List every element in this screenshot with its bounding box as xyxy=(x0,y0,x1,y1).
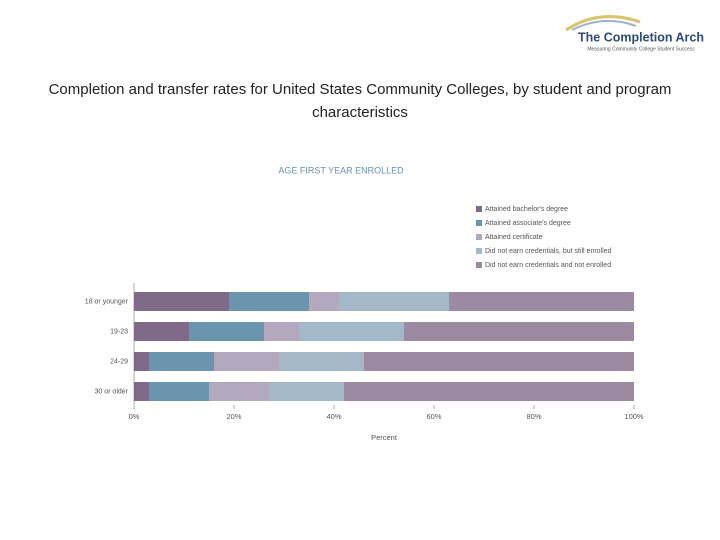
bar-segment xyxy=(309,292,339,311)
legend-label: Did not earn credentials and not enrolle… xyxy=(485,262,611,269)
x-tick-label: 20% xyxy=(226,412,241,421)
bar-segment xyxy=(404,322,634,341)
bar-segment xyxy=(149,382,209,401)
bar-segment xyxy=(214,352,279,371)
legend-label: Attained associate's degree xyxy=(485,220,571,227)
logo-arc xyxy=(565,15,641,32)
legend-label: Attained bachelor's degree xyxy=(485,206,568,213)
legend-label: Attained certificate xyxy=(485,234,543,241)
bar-segment xyxy=(229,292,309,311)
y-tick-label: 24-29 xyxy=(110,358,128,365)
legend-label: Did not earn credentials, but still enro… xyxy=(485,248,612,255)
bar-segment xyxy=(449,292,634,311)
bar-segment xyxy=(269,382,344,401)
legend-swatch xyxy=(476,234,482,240)
bar-segment xyxy=(134,352,149,371)
bar-segment xyxy=(189,322,264,341)
logo-arc xyxy=(571,19,637,31)
bar-segment xyxy=(364,352,634,371)
bar-segment xyxy=(264,322,299,341)
bar-segment xyxy=(134,382,149,401)
x-tick-label: 80% xyxy=(526,412,541,421)
bar-segment xyxy=(299,322,404,341)
x-tick-label: 60% xyxy=(426,412,441,421)
bar-segment xyxy=(344,382,634,401)
legend-swatch xyxy=(476,206,482,212)
x-tick-label: 40% xyxy=(326,412,341,421)
bar-segment xyxy=(339,292,449,311)
bar-segment xyxy=(134,322,189,341)
logo-subtitle: Measuring Community College Student Succ… xyxy=(587,46,695,52)
bar-segment xyxy=(279,352,364,371)
bar-segment xyxy=(149,352,214,371)
bar-segment xyxy=(209,382,269,401)
y-tick-label: 30 or older xyxy=(95,388,129,395)
legend-swatch xyxy=(476,220,482,226)
y-tick-label: 19-23 xyxy=(110,328,128,335)
slide-title: Completion and transfer rates for United… xyxy=(48,81,672,121)
y-tick-label: 18 or younger xyxy=(85,298,129,305)
legend-swatch xyxy=(476,248,482,254)
x-axis-label: Percent xyxy=(371,433,398,442)
chart-title: AGE FIRST YEAR ENROLLED xyxy=(278,165,404,175)
bar-segment xyxy=(134,292,229,311)
legend-swatch xyxy=(476,262,482,268)
x-tick-label: 0% xyxy=(129,412,140,421)
logo-title: The Completion Arch xyxy=(578,30,704,44)
x-tick-label: 100% xyxy=(624,412,644,421)
